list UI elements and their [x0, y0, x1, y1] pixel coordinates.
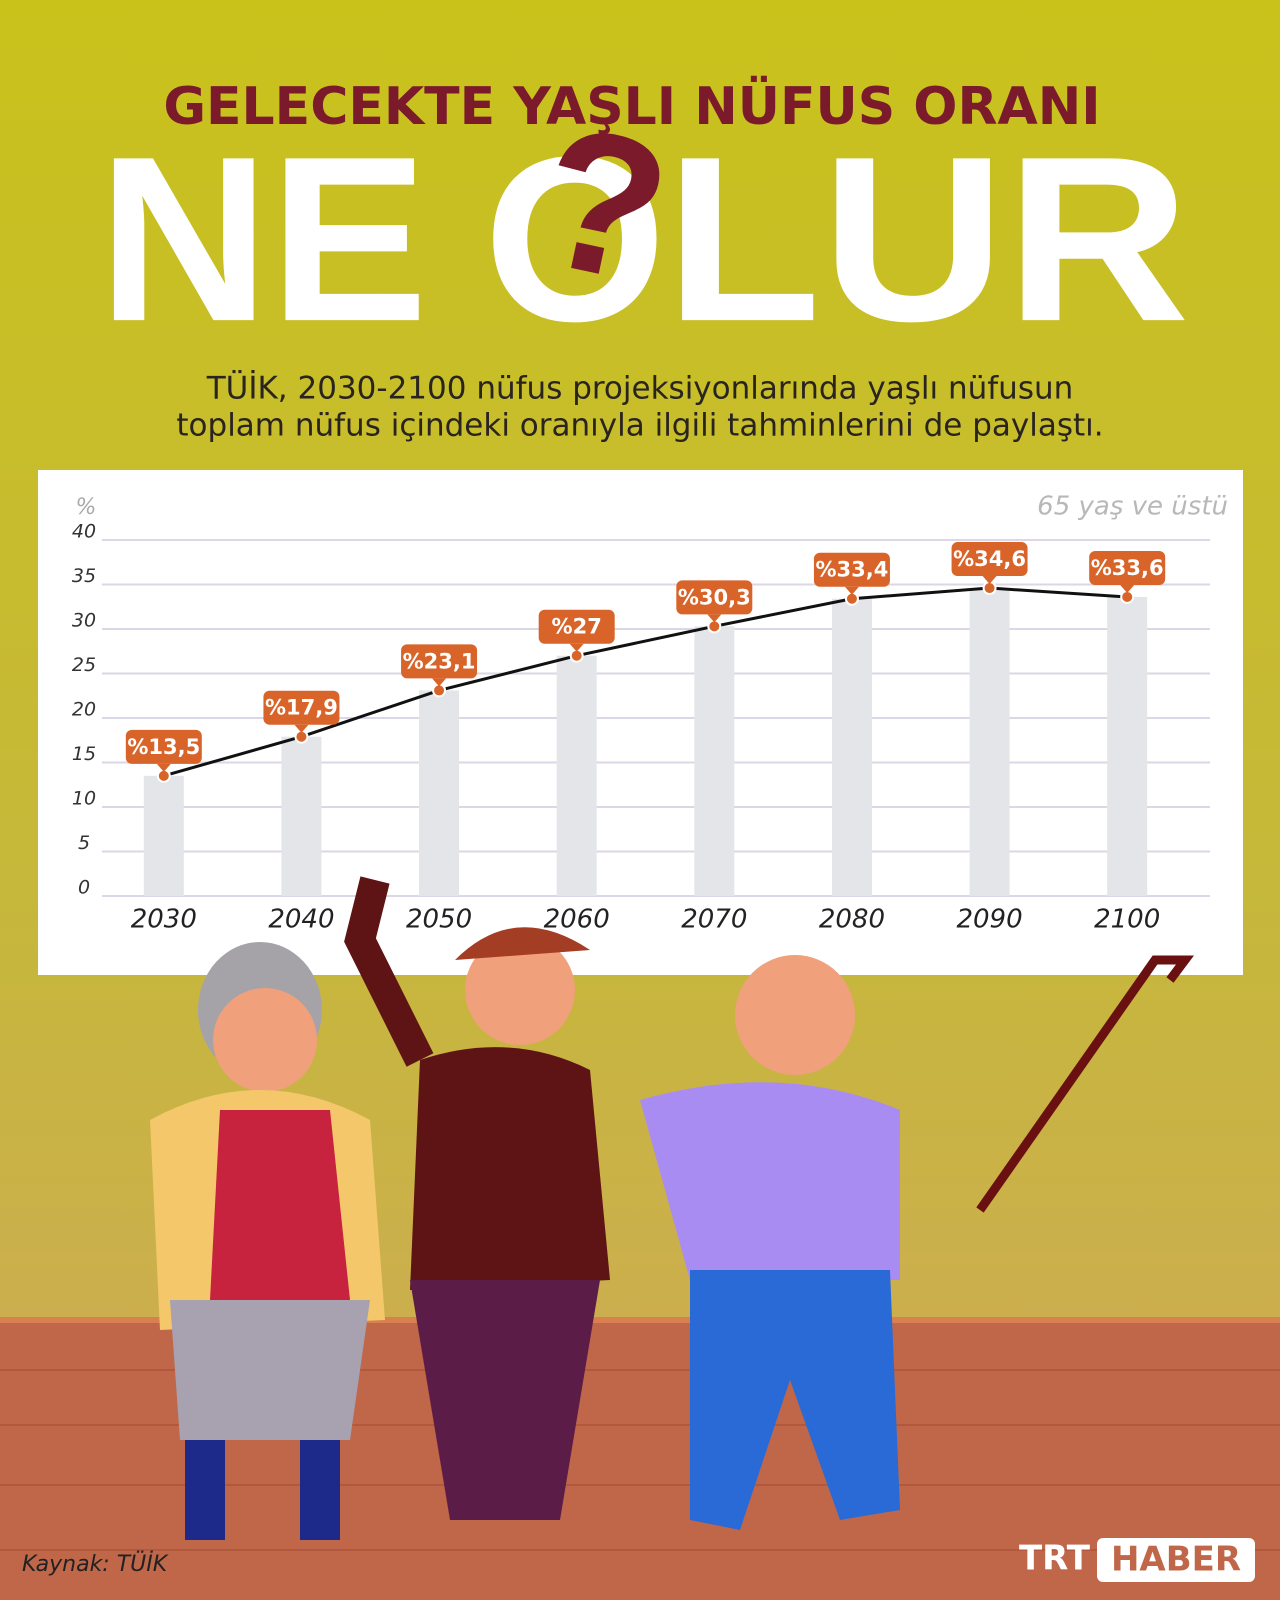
value-label: %13,5 — [127, 735, 200, 759]
value-label: %17,9 — [265, 696, 338, 720]
value-label: %34,6 — [953, 547, 1026, 571]
y-tick-label: 5 — [78, 832, 90, 854]
label-pointer — [982, 576, 997, 585]
value-label: %33,4 — [816, 558, 889, 582]
headline-word: NE — [98, 107, 428, 370]
value-label: %27 — [552, 615, 602, 639]
label-box — [401, 644, 478, 679]
plot: 0 5 10 15 20 25 30 35 40 2030 2040 2050 2060 2070 2080… — [72, 521, 1210, 935]
x-tick-label: 2090 — [956, 905, 1022, 935]
value-label: %33,6 — [1091, 556, 1164, 580]
y-tick-label: 25 — [72, 654, 96, 676]
bar — [143, 775, 184, 896]
label-box — [263, 690, 340, 725]
logo-text: HABER — [1111, 1540, 1241, 1580]
note: 65 yaş ve üstü — [1037, 492, 1228, 522]
label-box — [676, 580, 753, 615]
bar — [556, 655, 597, 896]
label-box — [125, 729, 202, 764]
label-pointer — [294, 724, 309, 733]
label-pointer — [569, 643, 584, 652]
y-tick-label: 0 — [78, 877, 90, 899]
value-label: %23,1 — [403, 649, 476, 673]
value-label: %30,3 — [678, 585, 751, 609]
logo-box — [1097, 1538, 1255, 1582]
x-tick-label: 2040 — [268, 905, 334, 935]
y-tick-label: 40 — [72, 521, 96, 543]
x-tick-label: 2030 — [131, 905, 197, 935]
chart-panel — [38, 470, 1243, 975]
subtitle: TÜİK, 2030-2100 nüfus projeksiyonlarında… — [206, 370, 1074, 407]
x-tick-label: 2060 — [544, 905, 610, 935]
bar — [1107, 596, 1148, 896]
x-tick-label: 2050 — [406, 905, 472, 935]
label-pointer — [1120, 584, 1135, 593]
label-box — [951, 542, 1028, 577]
x-tick-label: 2080 — [819, 905, 885, 935]
x-tick-label: 2070 — [681, 905, 747, 935]
label-pointer — [707, 614, 722, 623]
people-illustration — [150, 876, 1194, 1540]
bar — [969, 588, 1010, 896]
y-tick-label: 15 — [72, 743, 96, 765]
headline: NE O ? LUR — [98, 83, 1190, 370]
y-tick-label: 20 — [72, 699, 96, 721]
logo-text: TRT — [1019, 1539, 1091, 1579]
y-tick-label: 35 — [72, 565, 96, 587]
bar — [419, 690, 460, 896]
label-box — [813, 552, 890, 587]
label-pointer — [844, 586, 859, 595]
label-pointer — [156, 763, 171, 772]
label-box — [538, 609, 615, 644]
bar — [281, 736, 322, 896]
x-tick-label: 2100 — [1094, 905, 1160, 935]
y-axis-label: % — [76, 495, 97, 520]
source: Kaynak: TÜİK — [22, 1551, 169, 1577]
headline-letter: O — [484, 107, 667, 370]
subtitle: toplam nüfus içindeki oranıyla ilgili ta… — [176, 408, 1103, 444]
title: GELECEKTE YAŞLI NÜFUS ORANI — [163, 75, 1100, 137]
y-tick-label: 30 — [72, 610, 96, 632]
label-pointer — [432, 678, 447, 687]
label-box — [1089, 550, 1166, 585]
bar — [831, 598, 872, 896]
bar — [694, 626, 735, 896]
line — [163, 586, 1128, 778]
y-tick-label: 10 — [72, 788, 96, 810]
headline-word: LUR — [665, 107, 1190, 370]
